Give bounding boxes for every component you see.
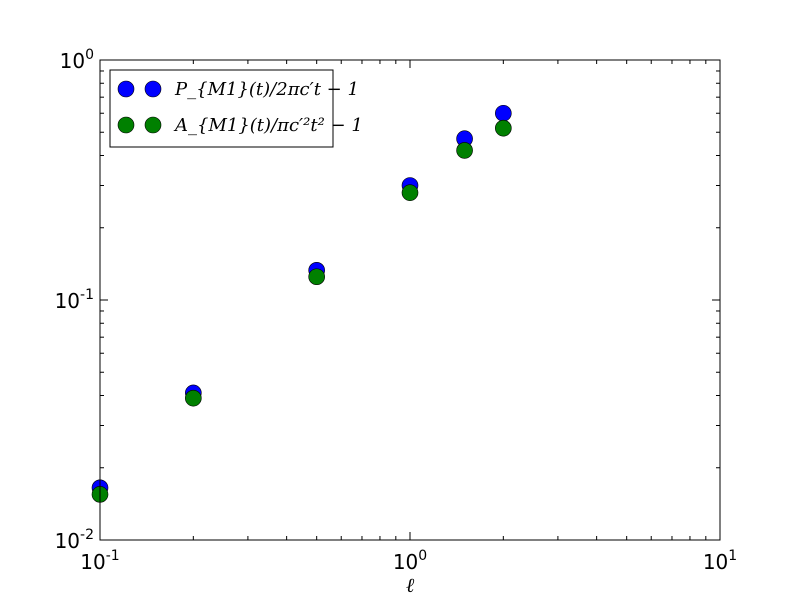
x-tick-label: 101 — [703, 548, 737, 574]
legend-marker-series-1b — [144, 80, 162, 98]
data-point-series-2 — [401, 184, 419, 201]
x-tick-label: 100 — [393, 548, 427, 574]
data-point-series-2 — [495, 119, 512, 137]
y-tick-label: 10-1 — [55, 287, 94, 313]
data-point-series-2 — [308, 268, 325, 286]
data-point-series-1 — [495, 104, 512, 122]
data-points — [91, 104, 512, 503]
legend-box — [109, 69, 334, 148]
legend-label-series-1: P_{M1}(t)/2πc′t − 1 — [174, 79, 359, 100]
y-tick-label: 100 — [60, 47, 94, 73]
legend-label-series-2: A_{M1}(t)/πc′²t² − 1 — [173, 115, 363, 136]
legend: P_{M1}(t)/2πc′t − 1 A_{M1}(t)/πc′²t² − 1 — [109, 69, 363, 148]
minor-ticks — [100, 60, 720, 540]
data-point-series-2 — [456, 142, 473, 159]
y-tick-label: 10-2 — [55, 527, 94, 553]
x-tick-label: 10-1 — [80, 548, 119, 574]
legend-marker-series-1a — [117, 80, 135, 98]
data-point-series-2 — [185, 389, 202, 407]
x-axis-label: ℓ — [406, 573, 415, 597]
plot-frame — [99, 59, 721, 541]
legend-marker-series-2a — [117, 116, 135, 134]
legend-marker-series-2b — [144, 116, 162, 134]
